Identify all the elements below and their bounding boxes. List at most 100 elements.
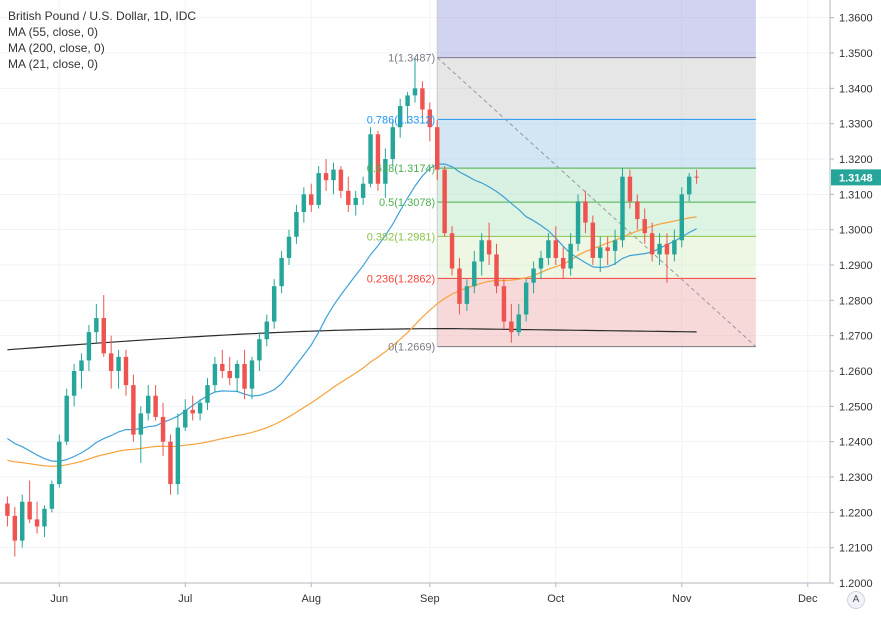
candle-up xyxy=(271,279,277,329)
candle-down xyxy=(346,176,351,212)
candle-body xyxy=(635,201,640,220)
candle-up xyxy=(531,261,536,294)
candle-up xyxy=(294,204,299,244)
candle-up xyxy=(546,233,551,265)
candle-down xyxy=(338,166,344,198)
candle-up xyxy=(368,127,373,188)
fib-zone xyxy=(437,0,756,58)
last-price-badge: 1.3148 xyxy=(831,169,881,186)
candle-body xyxy=(590,222,596,258)
chart-legend: British Pound / U.S. Dollar, 1D, IDC MA … xyxy=(8,8,196,72)
candle-down xyxy=(375,130,381,191)
ma200-line xyxy=(7,328,697,351)
candles xyxy=(5,57,699,557)
candle-body xyxy=(509,321,514,333)
x-tick-label: Aug xyxy=(301,593,321,605)
fib-zone xyxy=(437,57,756,120)
candle-down xyxy=(123,349,129,396)
candle-up xyxy=(116,349,121,389)
y-tick-label: 1.2000 xyxy=(839,578,873,590)
candle-body xyxy=(390,127,395,159)
candle-up xyxy=(598,236,603,273)
candle-body xyxy=(605,247,610,251)
candle-down xyxy=(323,159,329,191)
x-tick-label: Jun xyxy=(50,593,68,605)
candle-body xyxy=(108,353,114,371)
candle-up xyxy=(234,360,240,393)
candle-body xyxy=(79,360,84,371)
y-tick-label: 1.3000 xyxy=(839,225,873,237)
candle-down xyxy=(494,243,499,294)
candle-body xyxy=(316,173,321,205)
candle-up xyxy=(94,303,99,343)
candle-up xyxy=(523,279,529,322)
y-tick-label: 1.3300 xyxy=(839,119,873,131)
candle-body xyxy=(686,176,692,195)
candle-down xyxy=(649,222,655,262)
candle-up xyxy=(679,187,685,248)
candle-down xyxy=(442,166,447,237)
candle-down xyxy=(642,208,647,244)
candle-body xyxy=(301,194,307,212)
candle-up xyxy=(138,406,144,463)
candle-up xyxy=(212,356,218,393)
candle-body xyxy=(197,402,203,414)
candle-body xyxy=(57,441,62,485)
candle-body xyxy=(383,159,388,184)
candle-body xyxy=(575,201,581,244)
candle-up xyxy=(612,229,618,265)
auto-scale-button[interactable]: A xyxy=(847,591,865,609)
candle-up xyxy=(249,356,255,400)
candle-body xyxy=(486,240,492,255)
candle-down xyxy=(560,247,566,280)
candle-body xyxy=(94,318,99,333)
candle-down xyxy=(227,356,232,386)
fib-level-label: 1(1.3487) xyxy=(388,53,435,65)
candle-body xyxy=(49,484,55,509)
candle-body xyxy=(323,173,329,181)
candle-up xyxy=(205,378,210,410)
indicator-ma200[interactable]: MA (200, close, 0) xyxy=(8,41,105,55)
y-tick-label: 1.2100 xyxy=(839,543,873,555)
candle-up xyxy=(353,190,358,216)
candle-down xyxy=(34,501,40,534)
candle-down xyxy=(131,374,136,442)
candle-body xyxy=(12,515,18,541)
candle-down xyxy=(486,222,492,265)
y-tick-label: 1.2600 xyxy=(839,366,873,378)
candle-body xyxy=(420,88,425,110)
candle-body xyxy=(649,233,655,255)
candle-up xyxy=(568,233,573,276)
fib-zone xyxy=(437,236,756,279)
candle-body xyxy=(175,427,181,485)
candle-up xyxy=(301,187,307,223)
y-tick-label: 1.2500 xyxy=(839,401,873,413)
candle-body xyxy=(42,508,47,527)
candle-body xyxy=(294,212,299,237)
candle-body xyxy=(331,169,336,181)
candle-down xyxy=(27,480,32,523)
fib-zone xyxy=(437,278,756,347)
candle-body xyxy=(568,243,573,269)
candle-up xyxy=(183,399,188,432)
x-tick-label: Jul xyxy=(178,593,192,605)
candle-body xyxy=(657,243,662,255)
fib-zone xyxy=(437,202,756,237)
candle-down xyxy=(5,496,10,527)
symbol-title: British Pound / U.S. Dollar, 1D, IDC xyxy=(8,9,197,23)
candle-body xyxy=(242,363,247,389)
indicator-ma21[interactable]: MA (21, close, 0) xyxy=(8,57,99,71)
candle-body xyxy=(257,339,262,361)
candle-body xyxy=(627,176,633,202)
indicator-ma55[interactable]: MA (55, close, 0) xyxy=(8,25,99,39)
candle-down xyxy=(509,303,514,343)
candle-down xyxy=(309,183,314,212)
candle-body xyxy=(583,201,588,223)
candle-body xyxy=(5,503,10,516)
y-tick-label: 1.2400 xyxy=(839,437,873,449)
candle-body xyxy=(397,106,403,128)
candle-up xyxy=(672,229,677,262)
candle-down xyxy=(242,349,247,400)
